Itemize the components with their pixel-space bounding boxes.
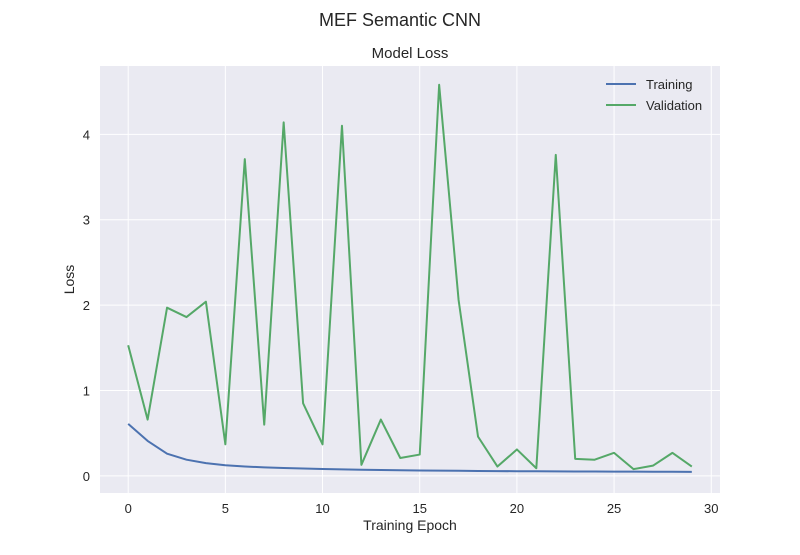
series-line-training <box>127 423 692 473</box>
plot-area <box>100 66 720 493</box>
y-tick-label: 0 <box>83 469 90 484</box>
x-tick-label: 15 <box>412 501 426 516</box>
x-tick-label: 20 <box>510 501 524 516</box>
series-line-validation <box>127 83 693 471</box>
legend-label: Validation <box>646 98 702 113</box>
y-tick-label: 3 <box>83 213 90 228</box>
x-tick-label: 30 <box>704 501 718 516</box>
y-tick-label: 2 <box>83 298 90 313</box>
x-tick-label: 25 <box>607 501 621 516</box>
axis-ticks: 0 5 10 15 20 25 30 0 1 2 3 4 <box>83 127 719 516</box>
grid-lines <box>100 66 720 493</box>
y-tick-label: 1 <box>83 384 90 399</box>
y-tick-label: 4 <box>83 127 90 142</box>
legend: Training Validation <box>606 77 702 113</box>
x-tick-label: 10 <box>315 501 329 516</box>
legend-label: Training <box>646 77 692 92</box>
x-tick-label: 0 <box>125 501 132 516</box>
x-tick-label: 5 <box>222 501 229 516</box>
x-axis-label: Training Epoch <box>363 517 457 533</box>
figure-suptitle: MEF Semantic CNN <box>319 10 481 30</box>
chart-title: Model Loss <box>372 45 449 62</box>
y-axis-label: Loss <box>61 265 77 295</box>
series-lines <box>127 83 693 473</box>
